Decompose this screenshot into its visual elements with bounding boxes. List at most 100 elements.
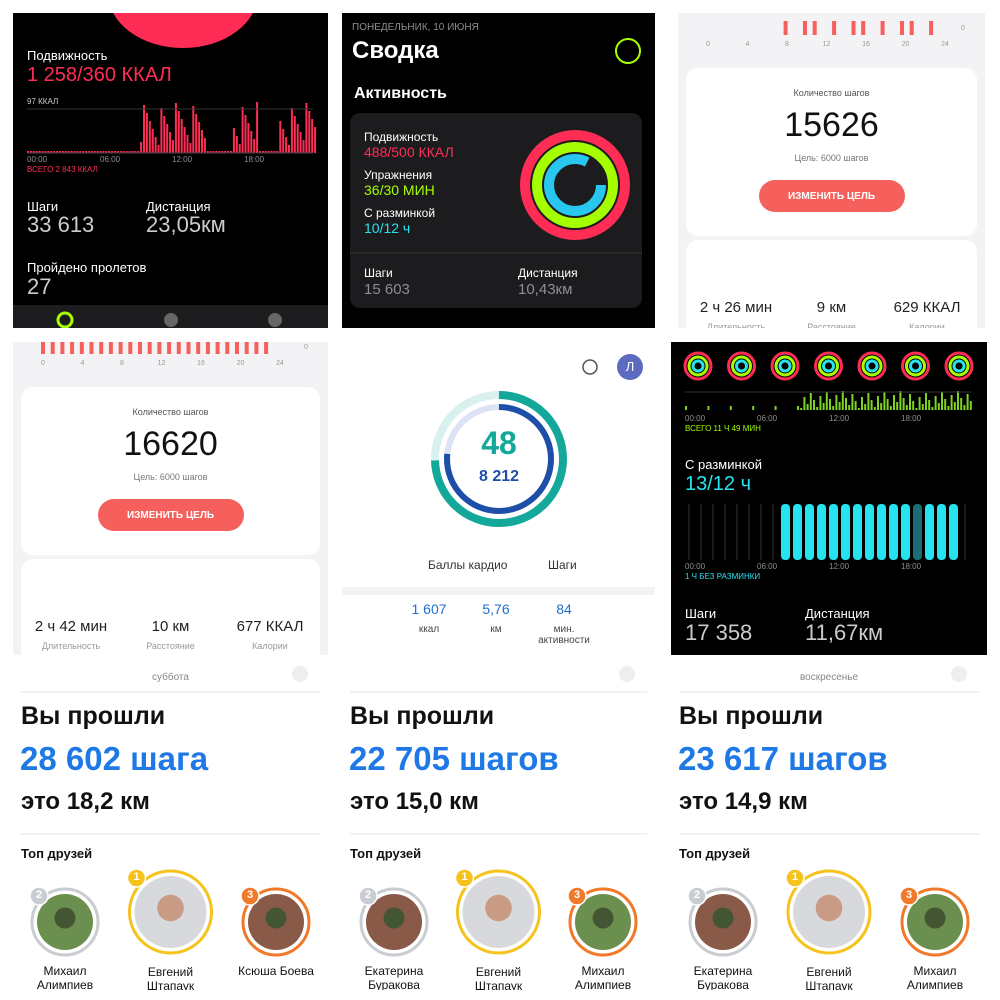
activity-bar bbox=[861, 397, 863, 410]
activity-bar bbox=[224, 151, 227, 153]
mini-ring bbox=[778, 359, 792, 373]
steps: 22 705 шагов bbox=[349, 740, 559, 777]
activity-bar bbox=[157, 145, 160, 153]
activity-bar bbox=[290, 108, 293, 153]
metric-value: 9 км bbox=[816, 299, 847, 316]
activity-bar bbox=[102, 151, 105, 153]
friends-title: Топ друзей bbox=[679, 846, 751, 861]
total: ВСЕГО 2 843 ККАЛ bbox=[27, 165, 98, 174]
activity-bar bbox=[209, 151, 212, 153]
activity-bar bbox=[293, 116, 296, 153]
activity-bar bbox=[797, 406, 799, 410]
time: 00:00 bbox=[27, 155, 48, 164]
activity-bar bbox=[154, 137, 157, 153]
panel-summary: ПОНЕДЕЛЬНИК, 10 ИЮНЯ Сводка Активность П… bbox=[342, 13, 655, 328]
rank-badge bbox=[454, 868, 475, 888]
activity-bar bbox=[134, 151, 137, 153]
chart-max: 97 ККАЛ bbox=[27, 97, 59, 106]
hour-bar bbox=[60, 342, 65, 354]
activity-bar bbox=[857, 408, 860, 410]
steps: 16620 bbox=[123, 425, 218, 463]
value: 27 bbox=[27, 274, 52, 299]
tab-icon bbox=[164, 313, 178, 327]
heading: Вы прошли bbox=[679, 702, 824, 730]
activity-bar bbox=[921, 404, 924, 410]
panel-activity: Подвижность 1 258/360 ККАЛ 97 ККАЛ 00:00… bbox=[13, 13, 328, 328]
hour-label: 8 bbox=[785, 41, 789, 48]
date: ПОНЕДЕЛЬНИК, 10 ИЮНЯ bbox=[352, 22, 479, 33]
panel-fit: Л 48 8 212 Баллы кардио Шаги 1 607 ккал … bbox=[342, 342, 655, 655]
metric-value: 629 ККАЛ bbox=[893, 299, 961, 316]
hour-label: 24 bbox=[941, 41, 949, 48]
rank: 2 bbox=[35, 889, 43, 901]
activity-bar bbox=[969, 401, 972, 410]
activity-bar bbox=[195, 114, 198, 153]
activity-bar bbox=[140, 142, 143, 153]
rank-badge bbox=[687, 886, 707, 906]
activity-bar bbox=[835, 395, 838, 410]
hour-label: 24 bbox=[276, 360, 284, 367]
mini-ring bbox=[865, 359, 879, 373]
time: 18:00 bbox=[244, 155, 265, 164]
activity-bar bbox=[238, 144, 241, 153]
friend-name: Екатерина Буракова bbox=[364, 964, 424, 990]
activity-bar bbox=[192, 106, 195, 153]
activity-bar bbox=[880, 403, 883, 410]
activity-bar bbox=[899, 391, 902, 410]
steps: 23 617 шагов bbox=[678, 740, 888, 777]
avatar-face bbox=[383, 907, 405, 929]
steps-label: Количество шагов bbox=[132, 407, 209, 417]
info-icon bbox=[582, 359, 598, 375]
label: Дистанция bbox=[518, 266, 578, 280]
activity-bar bbox=[848, 405, 851, 410]
activity-bar bbox=[953, 402, 956, 410]
activity-bar bbox=[822, 403, 825, 410]
mini-ring bbox=[952, 359, 966, 373]
card bbox=[21, 559, 320, 655]
rank: 3 bbox=[905, 889, 913, 901]
activity-bar bbox=[221, 151, 224, 153]
metric-value: 2 ч 42 мин bbox=[34, 618, 108, 635]
rank: 3 bbox=[573, 889, 581, 901]
label: Шаги bbox=[685, 606, 717, 621]
panel-graphics bbox=[342, 354, 655, 595]
panel-graphics bbox=[679, 666, 979, 957]
label: С разминкой bbox=[364, 206, 436, 220]
change-goal-button[interactable]: ИЗМЕНИТЬ ЦЕЛЬ bbox=[758, 180, 905, 212]
change-goal-button[interactable]: ИЗМЕНИТЬ ЦЕЛЬ bbox=[97, 499, 244, 531]
hour-bar bbox=[176, 342, 181, 354]
mini-ring bbox=[901, 351, 930, 381]
activity-bar bbox=[800, 408, 803, 410]
activity-bar bbox=[186, 135, 189, 153]
stand-bar bbox=[889, 504, 898, 560]
steps-label: Количество шагов bbox=[793, 88, 870, 98]
label: Шаги bbox=[364, 266, 393, 280]
hour-label: 0 bbox=[706, 41, 710, 48]
mini-ring bbox=[909, 359, 922, 373]
mini-ring bbox=[687, 355, 709, 377]
activity-bar bbox=[87, 151, 90, 153]
activity-bar bbox=[73, 151, 76, 153]
rank-badge bbox=[785, 868, 805, 888]
hour-bar bbox=[254, 342, 259, 354]
metric-value: 10 км bbox=[151, 618, 190, 635]
activity-bar bbox=[267, 151, 270, 153]
avatar-face bbox=[485, 894, 512, 922]
hour-bar bbox=[929, 21, 934, 35]
activity-bar bbox=[867, 393, 870, 410]
activity-bar bbox=[854, 401, 857, 410]
steps: 8 212 bbox=[478, 468, 520, 485]
value: 15 603 bbox=[364, 281, 410, 298]
activity-bar bbox=[685, 406, 687, 410]
activity-bar bbox=[905, 405, 908, 410]
ring bbox=[444, 404, 554, 514]
activity-bar bbox=[160, 108, 163, 153]
panel-graphics bbox=[21, 666, 320, 957]
distance: это 18,2 км bbox=[21, 788, 150, 815]
mini-ring bbox=[774, 355, 796, 377]
avatar-face bbox=[157, 894, 184, 922]
friend-name: Евгений Штапаук bbox=[805, 965, 853, 990]
time: 00:00 bbox=[685, 414, 706, 423]
hour-label: 20 bbox=[236, 360, 245, 367]
hour-bar bbox=[50, 342, 55, 354]
